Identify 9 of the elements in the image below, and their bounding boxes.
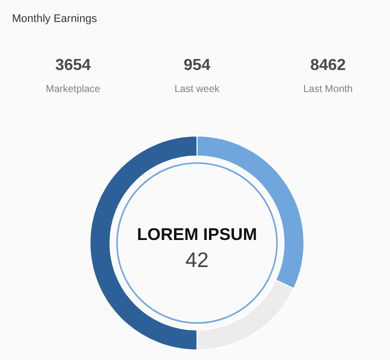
text: Last week bbox=[174, 84, 221, 95]
text: Marketplace bbox=[46, 84, 101, 95]
text: Monthly Earnings bbox=[12, 13, 98, 25]
text: 3654 bbox=[55, 57, 91, 74]
text: 954 bbox=[184, 57, 210, 74]
text: 42 bbox=[185, 249, 209, 272]
text: 8462 bbox=[310, 57, 346, 74]
text: LOREM IPSUM bbox=[137, 225, 257, 244]
text: Last Month bbox=[303, 84, 353, 95]
